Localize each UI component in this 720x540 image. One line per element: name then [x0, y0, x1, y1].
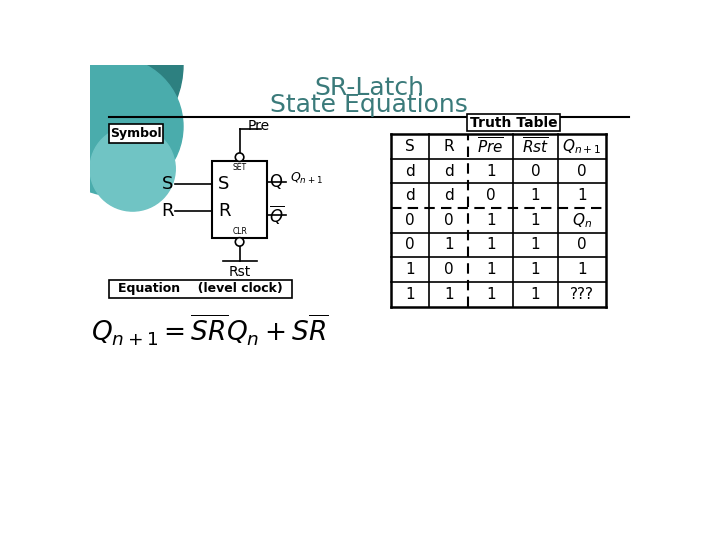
Text: 0: 0: [405, 238, 415, 253]
Circle shape: [0, 0, 183, 157]
Text: $Q_{n+1}$: $Q_{n+1}$: [290, 171, 323, 186]
Text: 1: 1: [486, 262, 495, 277]
Text: 0: 0: [405, 213, 415, 228]
Text: $\overline{Pre}$: $\overline{Pre}$: [477, 137, 504, 157]
Text: State Equations: State Equations: [270, 93, 468, 117]
Text: d: d: [444, 188, 454, 203]
Text: SET: SET: [233, 163, 247, 172]
Text: 1: 1: [486, 164, 495, 179]
Text: $\overline{Rst}$: $\overline{Rst}$: [522, 137, 549, 157]
Text: 1: 1: [577, 262, 587, 277]
Text: 0: 0: [486, 188, 495, 203]
Bar: [212, 161, 266, 238]
Text: 1: 1: [531, 262, 541, 277]
Text: $Q_n$: $Q_n$: [572, 211, 592, 230]
Text: 1: 1: [577, 188, 587, 203]
Text: SR-Latch: SR-Latch: [314, 76, 424, 100]
Text: Truth Table: Truth Table: [470, 116, 558, 130]
Text: Rst: Rst: [228, 265, 251, 279]
Text: d: d: [444, 164, 454, 179]
Text: Q: Q: [269, 173, 282, 191]
Text: 0: 0: [444, 213, 454, 228]
FancyBboxPatch shape: [109, 280, 292, 298]
Text: 1: 1: [444, 287, 454, 302]
Circle shape: [235, 153, 244, 161]
Text: R: R: [444, 139, 454, 154]
Text: 0: 0: [577, 238, 587, 253]
Text: ???: ???: [570, 287, 594, 302]
Circle shape: [90, 126, 175, 211]
Text: 1: 1: [444, 238, 454, 253]
Circle shape: [43, 57, 183, 195]
Text: 1: 1: [405, 287, 415, 302]
Text: 1: 1: [405, 262, 415, 277]
Text: $\overline{Q}$: $\overline{Q}$: [269, 204, 284, 226]
Text: 1: 1: [531, 188, 541, 203]
Text: 1: 1: [531, 287, 541, 302]
Text: Equation    (level clock): Equation (level clock): [117, 282, 282, 295]
Text: R: R: [218, 202, 230, 220]
Text: 0: 0: [577, 164, 587, 179]
Text: 0: 0: [531, 164, 541, 179]
Text: 1: 1: [486, 213, 495, 228]
Text: Symbol: Symbol: [110, 127, 161, 140]
Text: 0: 0: [444, 262, 454, 277]
Text: Pre: Pre: [248, 119, 269, 133]
Text: R: R: [161, 202, 174, 220]
Text: 1: 1: [486, 287, 495, 302]
Text: d: d: [405, 188, 415, 203]
Text: $Q_{n+1} = \overline{SR}Q_n + S\overline{R}$: $Q_{n+1} = \overline{SR}Q_n + S\overline…: [91, 313, 329, 348]
Circle shape: [235, 238, 244, 246]
Text: S: S: [162, 175, 174, 193]
Text: S: S: [218, 175, 229, 193]
Text: 1: 1: [531, 238, 541, 253]
Text: 1: 1: [531, 213, 541, 228]
Text: $Q_{n+1}$: $Q_{n+1}$: [562, 137, 602, 156]
Text: 1: 1: [486, 238, 495, 253]
Text: S: S: [405, 139, 415, 154]
Text: CLR: CLR: [232, 227, 247, 237]
FancyBboxPatch shape: [467, 114, 560, 131]
Text: d: d: [405, 164, 415, 179]
FancyBboxPatch shape: [109, 124, 163, 143]
